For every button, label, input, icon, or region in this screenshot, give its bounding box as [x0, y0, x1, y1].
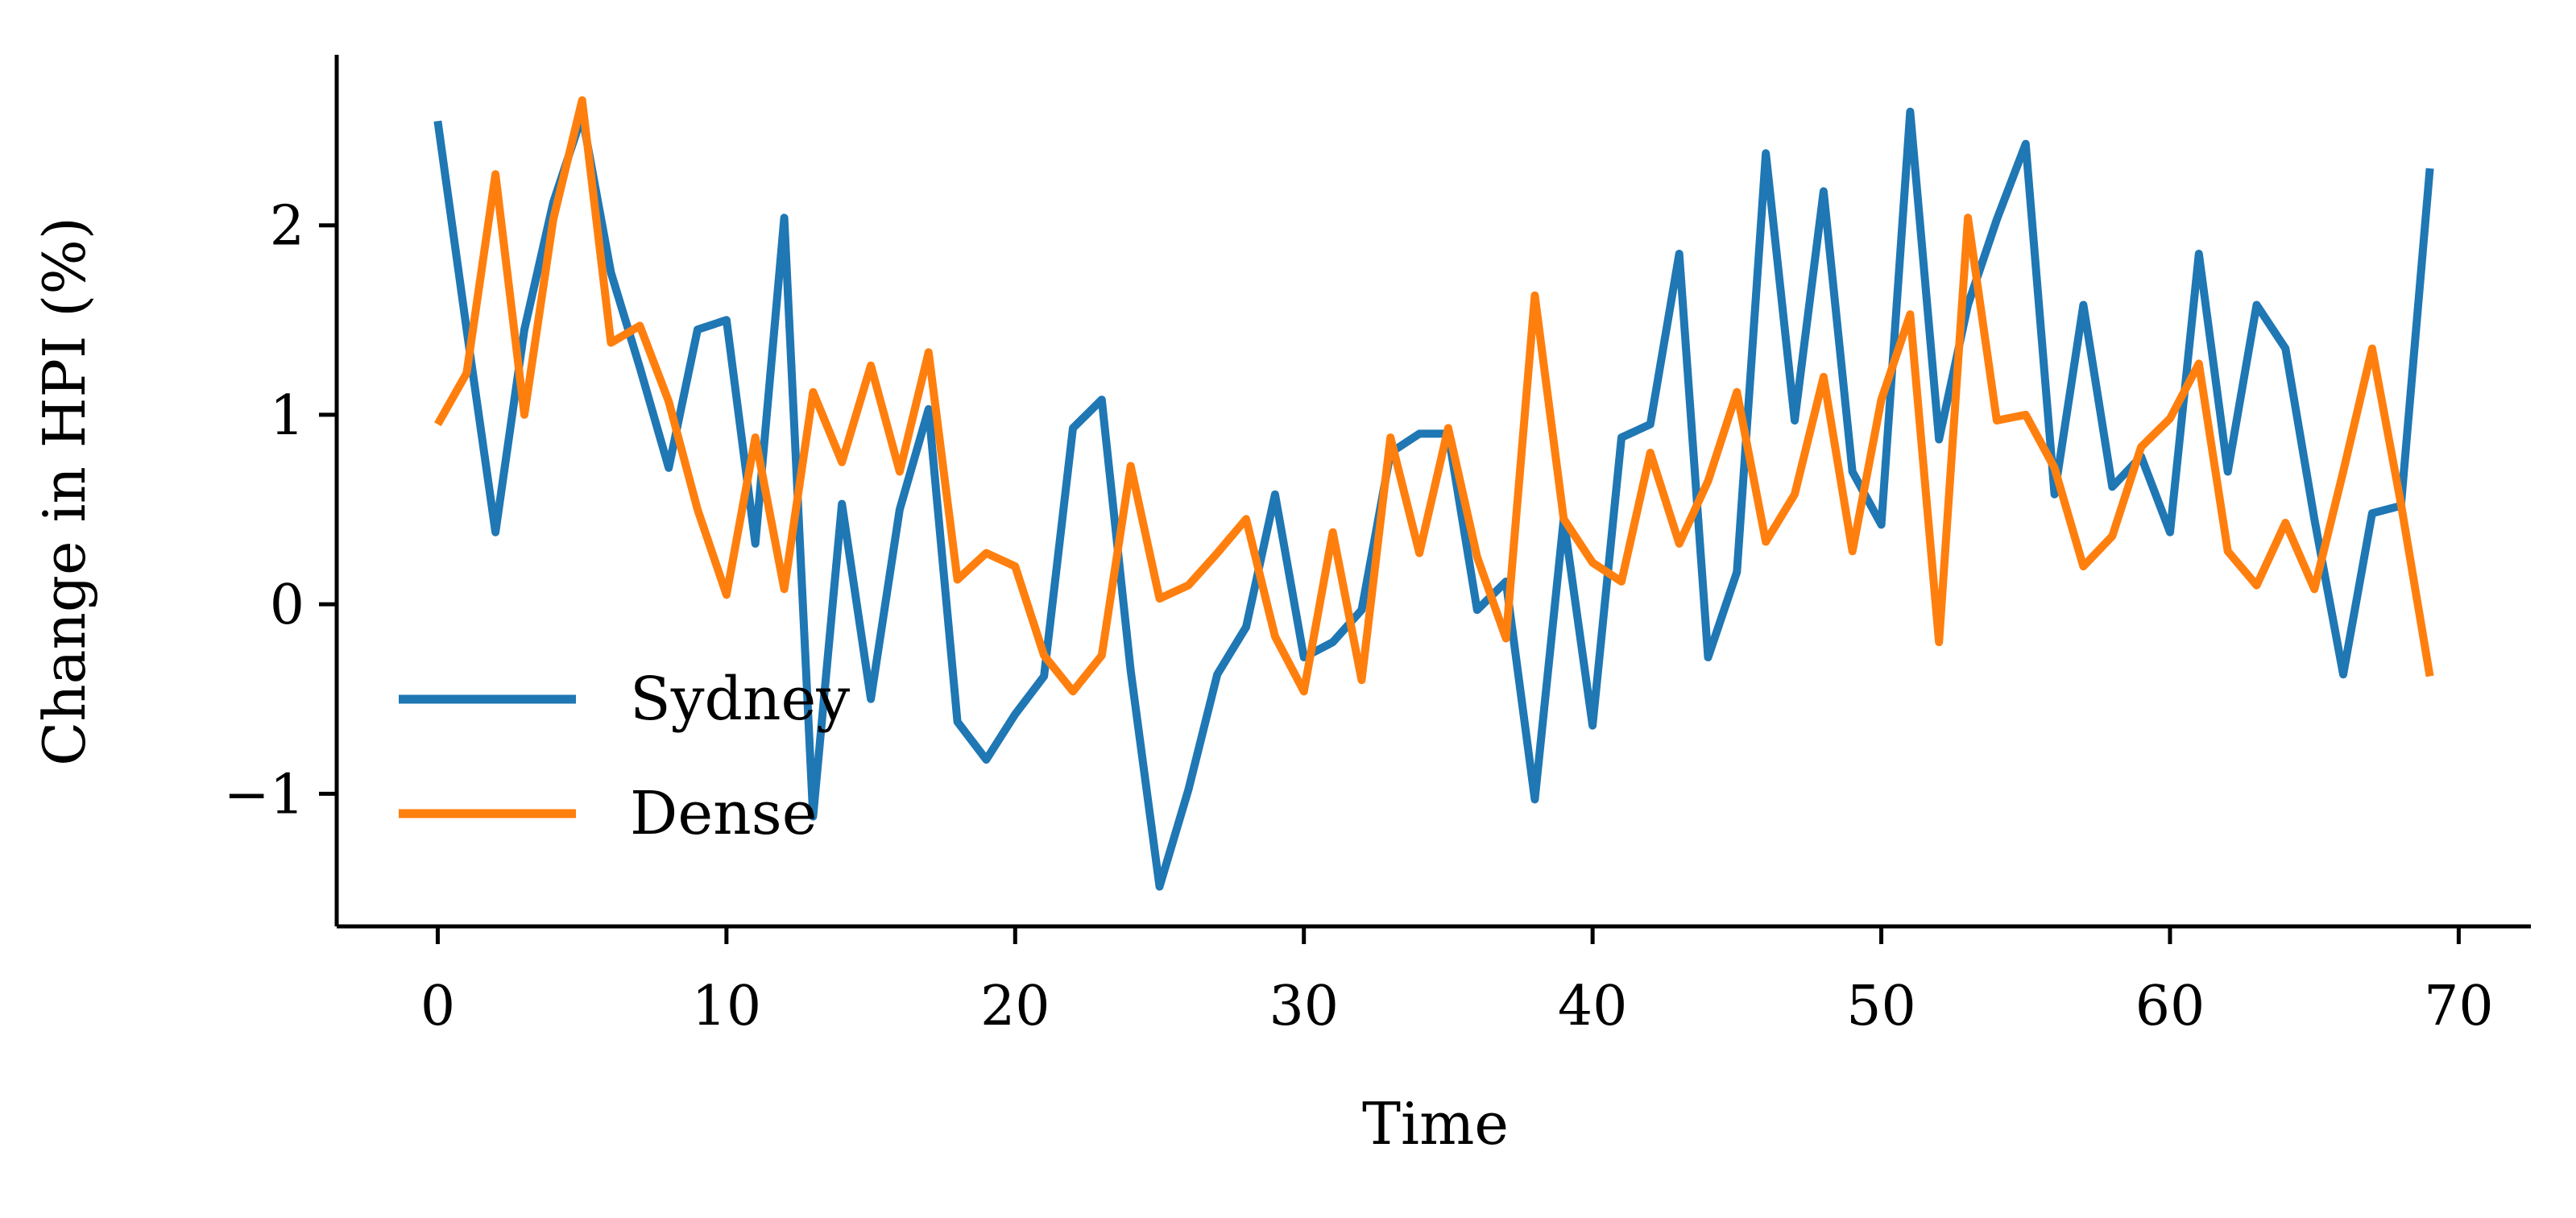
y-tick-label: 2 [270, 195, 304, 259]
x-tick-label: 0 [420, 975, 455, 1038]
y-tick-label: 1 [270, 384, 304, 448]
legend-label-sydney: Sydney [630, 665, 850, 734]
x-tick-label: 40 [1558, 975, 1628, 1038]
series-line-sydney [433, 107, 2434, 891]
x-tick-label: 10 [692, 975, 762, 1038]
legend-label-dense: Dense [630, 779, 818, 848]
y-axis-label: Change in HPI (%) [31, 217, 98, 766]
x-tick-label: 50 [1846, 975, 1916, 1038]
x-tick-label: 30 [1269, 975, 1339, 1038]
legend: Sydney Dense [399, 665, 850, 848]
x-tick-label: 70 [2424, 975, 2494, 1038]
x-tick-label: 20 [980, 975, 1050, 1038]
y-tick-label: 0 [270, 574, 304, 637]
x-ticks: 0 10 20 30 40 50 60 70 [420, 926, 2494, 1038]
y-ticks: −1 0 1 2 [224, 195, 337, 826]
series-layer [433, 96, 2434, 891]
y-tick-label: −1 [224, 763, 304, 826]
axes-layer [334, 55, 2531, 929]
x-tick-label: 60 [2135, 975, 2205, 1038]
x-axis-label: Time [1362, 1090, 1509, 1158]
series-line-dense [434, 96, 2434, 696]
